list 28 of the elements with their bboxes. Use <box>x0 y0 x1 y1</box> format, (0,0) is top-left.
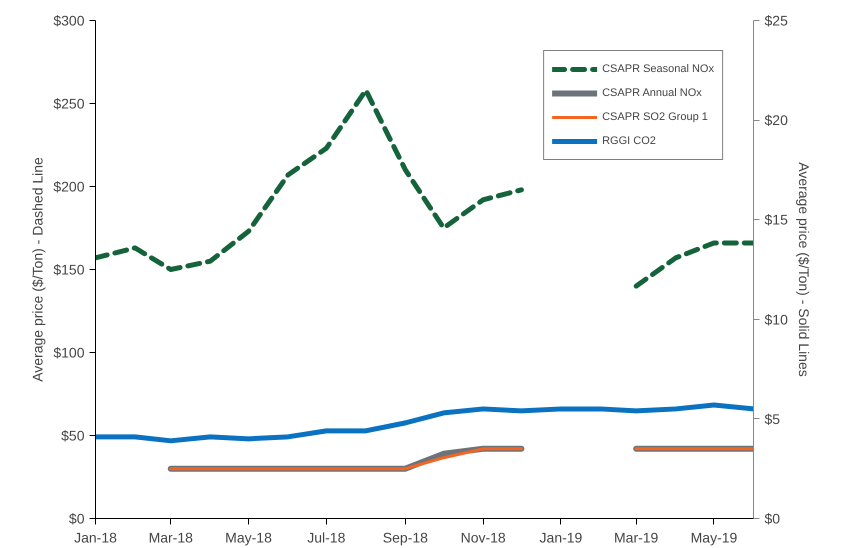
y2-tick-label: $10 <box>764 311 788 328</box>
y2-tick-label: $5 <box>764 410 780 427</box>
y-tick-label: $50 <box>61 428 85 444</box>
y-axis-title: Average price ($/Ton) - Dashed Line <box>29 156 46 382</box>
y-tick-label: $0 <box>68 510 85 526</box>
x-tick-label: Jan-18 <box>74 530 118 546</box>
x-tick-label: Mar-19 <box>614 530 659 546</box>
y-tick-label: $200 <box>53 178 85 194</box>
y-tick-label: $250 <box>53 96 85 112</box>
y2-tick-label: $25 <box>764 12 788 28</box>
x-tick-label: Jan-19 <box>540 530 583 546</box>
legend-label: CSAPR Annual NOx <box>602 87 702 99</box>
y-tick-label: $150 <box>53 262 85 278</box>
legend-label: CSAPR SO2 Group 1 <box>602 111 708 123</box>
legend-label: RGGI CO2 <box>602 135 656 147</box>
x-tick-label: Sep-18 <box>382 530 428 546</box>
x-tick-label: May-19 <box>690 530 738 546</box>
x-tick-label: May-18 <box>225 530 272 546</box>
x-tick-label: Nov-18 <box>460 530 506 546</box>
y-tick-label: $300 <box>53 12 85 28</box>
y2-tick-label: $15 <box>764 212 788 228</box>
y2-axis-title: Average price ($/Ton) - Solid Lines <box>796 162 812 377</box>
y2-tick-label: $0 <box>764 510 780 526</box>
x-tick-label: Jul-18 <box>307 530 346 546</box>
y2-tick-label: $20 <box>764 112 788 128</box>
legend-label: CSAPR Seasonal NOx <box>602 63 714 75</box>
x-tick-label: Mar-18 <box>148 530 194 546</box>
y-tick-label: $100 <box>53 344 85 360</box>
